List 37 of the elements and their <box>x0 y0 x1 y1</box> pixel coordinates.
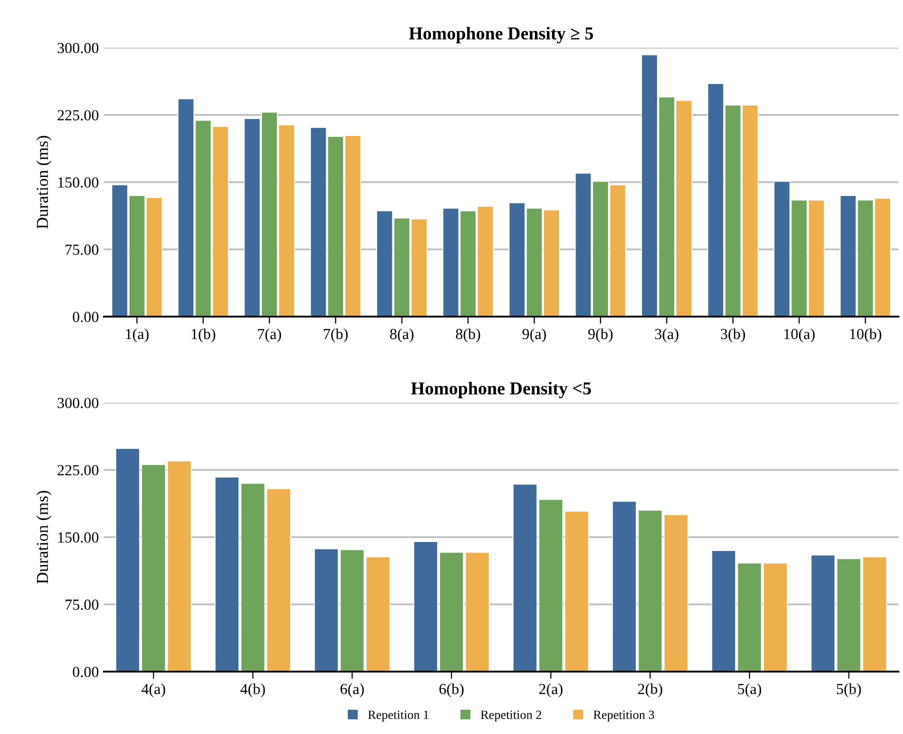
x-tick-label: 4(a) <box>142 683 166 698</box>
x-tick-label: 8(a) <box>390 328 414 342</box>
x-tick-label: 10(a) <box>784 328 815 342</box>
x-tick-label: 9(b) <box>588 328 613 342</box>
chart-title: Homophone Density ≥ 5 <box>408 26 593 44</box>
legend-label: Repetition 2 <box>480 710 542 722</box>
y-tick-label: 0.00 <box>72 312 98 322</box>
x-tick-label: 8(b) <box>456 328 480 342</box>
y-axis-title: Duration (ms) <box>36 136 52 229</box>
x-tick-label: 3(b) <box>720 328 745 342</box>
y-tick-label: 300.00 <box>58 42 98 54</box>
x-tick-label: 4(b) <box>240 683 265 698</box>
y-tick-label: 300.00 <box>58 398 98 408</box>
x-tick-label: 3(a) <box>655 328 678 342</box>
x-tick-label: 7(a) <box>258 328 282 342</box>
y-tick-label: 225.00 <box>58 110 98 120</box>
x-tick-label: 9(a) <box>522 328 546 342</box>
x-tick-label: 6(a) <box>340 683 364 698</box>
y-tick-label: 150.00 <box>58 532 98 543</box>
x-tick-label: 5(a) <box>738 683 762 698</box>
x-tick-label: 2(a) <box>539 683 562 698</box>
y-tick-label: 75.00 <box>66 244 98 255</box>
x-tick-label: 5(b) <box>836 683 861 698</box>
y-axis-title: Duration (ms) <box>36 490 52 584</box>
x-tick-label: 10(b) <box>850 328 882 342</box>
legend-label: Repetition 1 <box>368 710 428 722</box>
x-tick-label: 7(b) <box>324 328 348 342</box>
x-tick-label: 1(a) <box>126 328 149 342</box>
chart-title: Homophone Density <5 <box>411 382 591 398</box>
y-tick-label: 225.00 <box>58 465 98 476</box>
y-tick-label: 150.00 <box>58 177 98 188</box>
x-tick-label: 1(b) <box>192 328 216 342</box>
x-tick-label: 2(b) <box>638 683 662 698</box>
legend-label: Repetition 3 <box>594 710 654 722</box>
y-tick-label: 75.00 <box>66 600 98 610</box>
x-tick-label: 6(b) <box>439 683 464 698</box>
y-tick-label: 0.00 <box>72 666 98 678</box>
